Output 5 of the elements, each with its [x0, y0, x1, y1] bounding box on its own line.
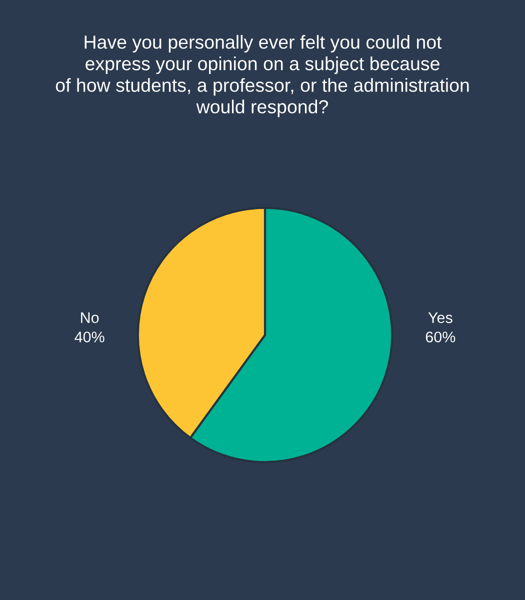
- slice-label: Yes: [428, 312, 452, 324]
- slice-label: No: [81, 312, 99, 324]
- chart-title: Have you personally ever felt you could not express your opinion on a subject because of how students, a professor, or the administration would respond?: [56, 35, 469, 118]
- data-label: 60%: [426, 332, 456, 342]
- data-label: 40%: [74, 332, 104, 342]
